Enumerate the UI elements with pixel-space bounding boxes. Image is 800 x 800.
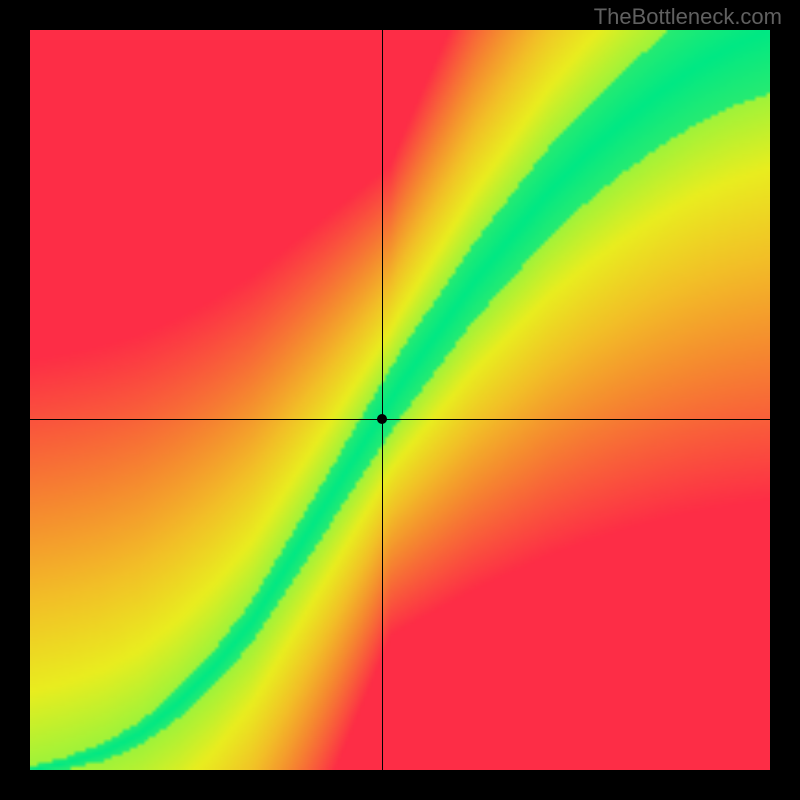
crosshair-vertical [382,30,383,770]
data-point-marker [377,414,387,424]
heatmap-canvas [30,30,770,770]
watermark-text: TheBottleneck.com [594,4,782,30]
crosshair-horizontal [30,419,770,420]
heatmap-plot [30,30,770,770]
